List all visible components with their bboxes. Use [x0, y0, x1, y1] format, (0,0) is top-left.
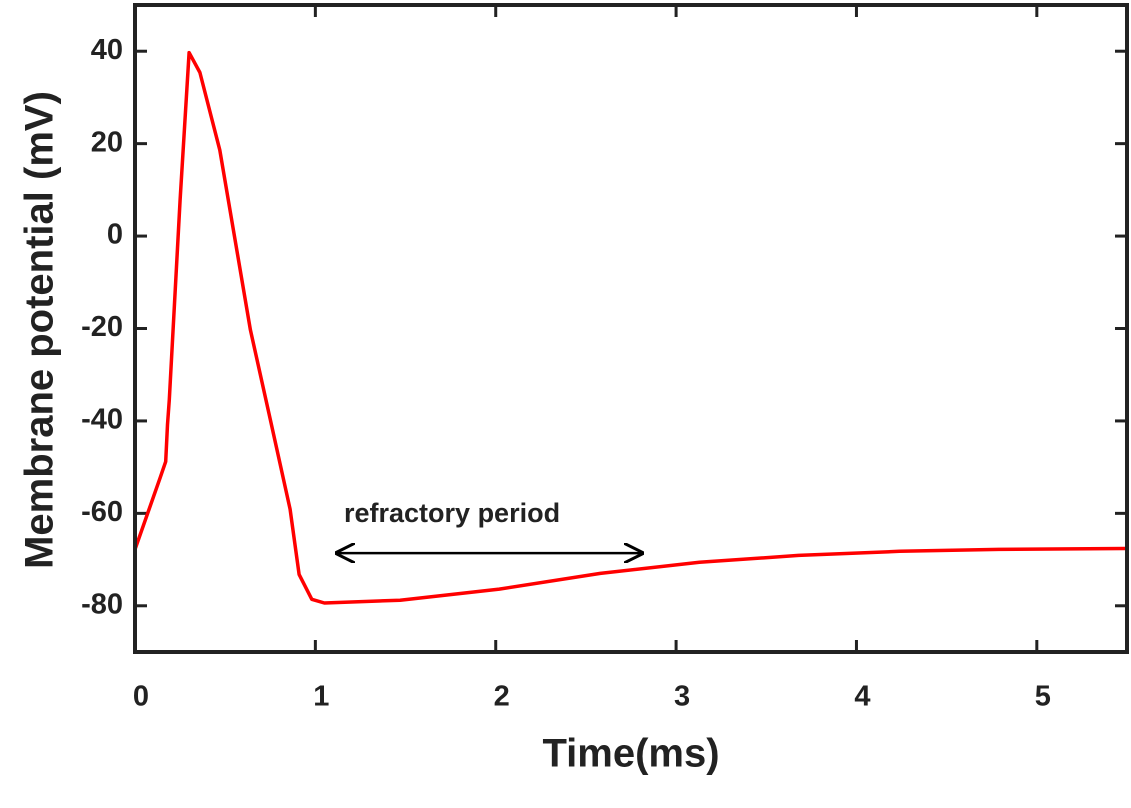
- y-tick-label: 20: [91, 126, 123, 158]
- y-tick-label: -80: [81, 588, 123, 620]
- annotation-text: refractory period: [344, 498, 560, 528]
- x-tick-label: 5: [1035, 681, 1051, 713]
- x-tick-label: 1: [313, 681, 329, 713]
- y-tick-label: -40: [81, 404, 123, 436]
- x-tick-label: 4: [854, 681, 870, 713]
- y-tick-label: 0: [107, 219, 123, 251]
- x-tick-label: 3: [674, 681, 690, 713]
- x-tick-label: 0: [133, 681, 149, 713]
- y-tick-label: 40: [91, 34, 123, 66]
- y-tick-label: -60: [81, 496, 123, 528]
- data-line: [133, 50, 1126, 605]
- y-axis-label: Membrane potential (mV): [18, 91, 62, 569]
- x-tick-label: 2: [494, 681, 510, 713]
- plot-frame: [133, 3, 1129, 654]
- y-tick-label: -20: [81, 311, 123, 343]
- x-axis-label: Time(ms): [542, 732, 719, 776]
